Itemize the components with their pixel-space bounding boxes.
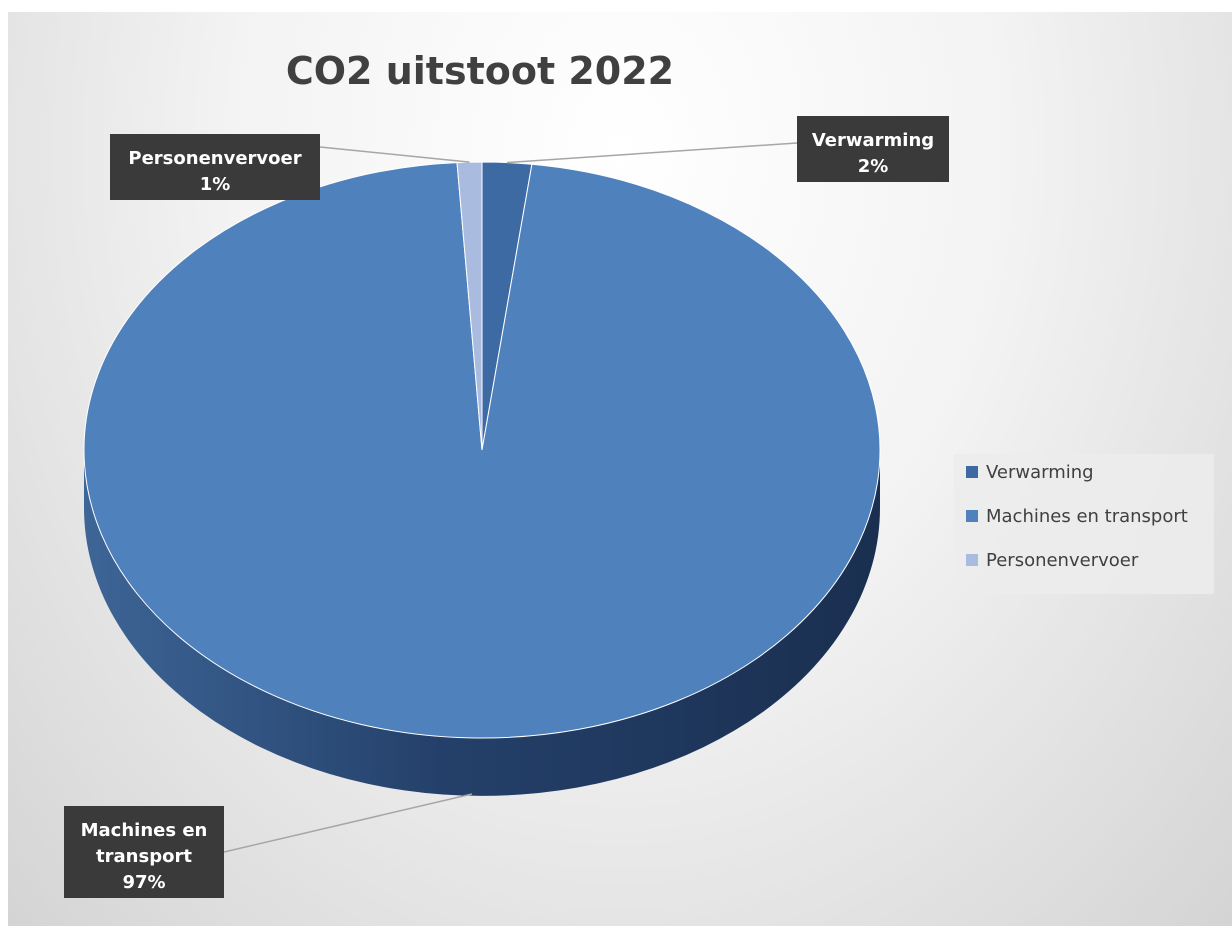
data-label-box <box>64 806 224 898</box>
pie-top <box>83 161 881 739</box>
data-label-text: transport <box>96 846 192 867</box>
leader-machines-en-transport <box>223 793 473 853</box>
data-label-machines-en-transport: Machines en transport 97% <box>64 806 224 898</box>
slice-machines-en-transport <box>83 162 881 739</box>
data-label-box <box>110 134 320 200</box>
legend-entry-personenvervoer: Personenvervoer <box>986 550 1139 571</box>
legend-entry-machines-en-transport: Machines en transport <box>986 506 1188 527</box>
legend-swatch-verwarming <box>966 466 978 478</box>
leader-personenvervoer <box>319 146 470 163</box>
legend-background <box>954 454 1214 594</box>
data-label-text: Machines en <box>81 820 208 841</box>
slice-side-machines-en-transport <box>84 450 880 796</box>
data-label-box <box>797 116 949 182</box>
data-labels: Verwarming 2% Machines en transport 97% Perso… <box>64 116 949 898</box>
pie-side <box>84 450 880 796</box>
legend-entry-verwarming: Verwarming <box>986 462 1094 483</box>
data-label-text: 97% <box>122 872 165 893</box>
leader-verwarming <box>506 142 798 164</box>
chart-title: CO2 uitstoot 2022 <box>286 49 674 93</box>
data-label-text: 2% <box>858 156 889 177</box>
data-label-text: Verwarming <box>812 130 934 151</box>
label-leaders <box>223 142 798 853</box>
data-label-personenvervoer: Personenvervoer 1% <box>110 134 320 200</box>
data-label-text: Personenvervoer <box>128 148 301 169</box>
data-label-verwarming: Verwarming 2% <box>797 116 949 182</box>
legend-swatch-machines-en-transport <box>966 510 978 522</box>
legend-swatch-personenvervoer <box>966 554 978 566</box>
chart-frame: CO2 uitstoot 2022 Verwarming 2% Machines e… <box>8 12 1232 926</box>
data-label-text: 1% <box>200 174 231 195</box>
legend: Verwarming Machines en transport Personenv… <box>954 454 1214 594</box>
pie-chart: CO2 uitstoot 2022 Verwarming 2% Machines e… <box>64 49 1214 898</box>
